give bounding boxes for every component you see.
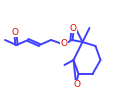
Text: O: O: [70, 24, 77, 33]
Text: O: O: [61, 39, 68, 48]
Text: O: O: [11, 28, 18, 37]
Text: O: O: [74, 80, 80, 89]
